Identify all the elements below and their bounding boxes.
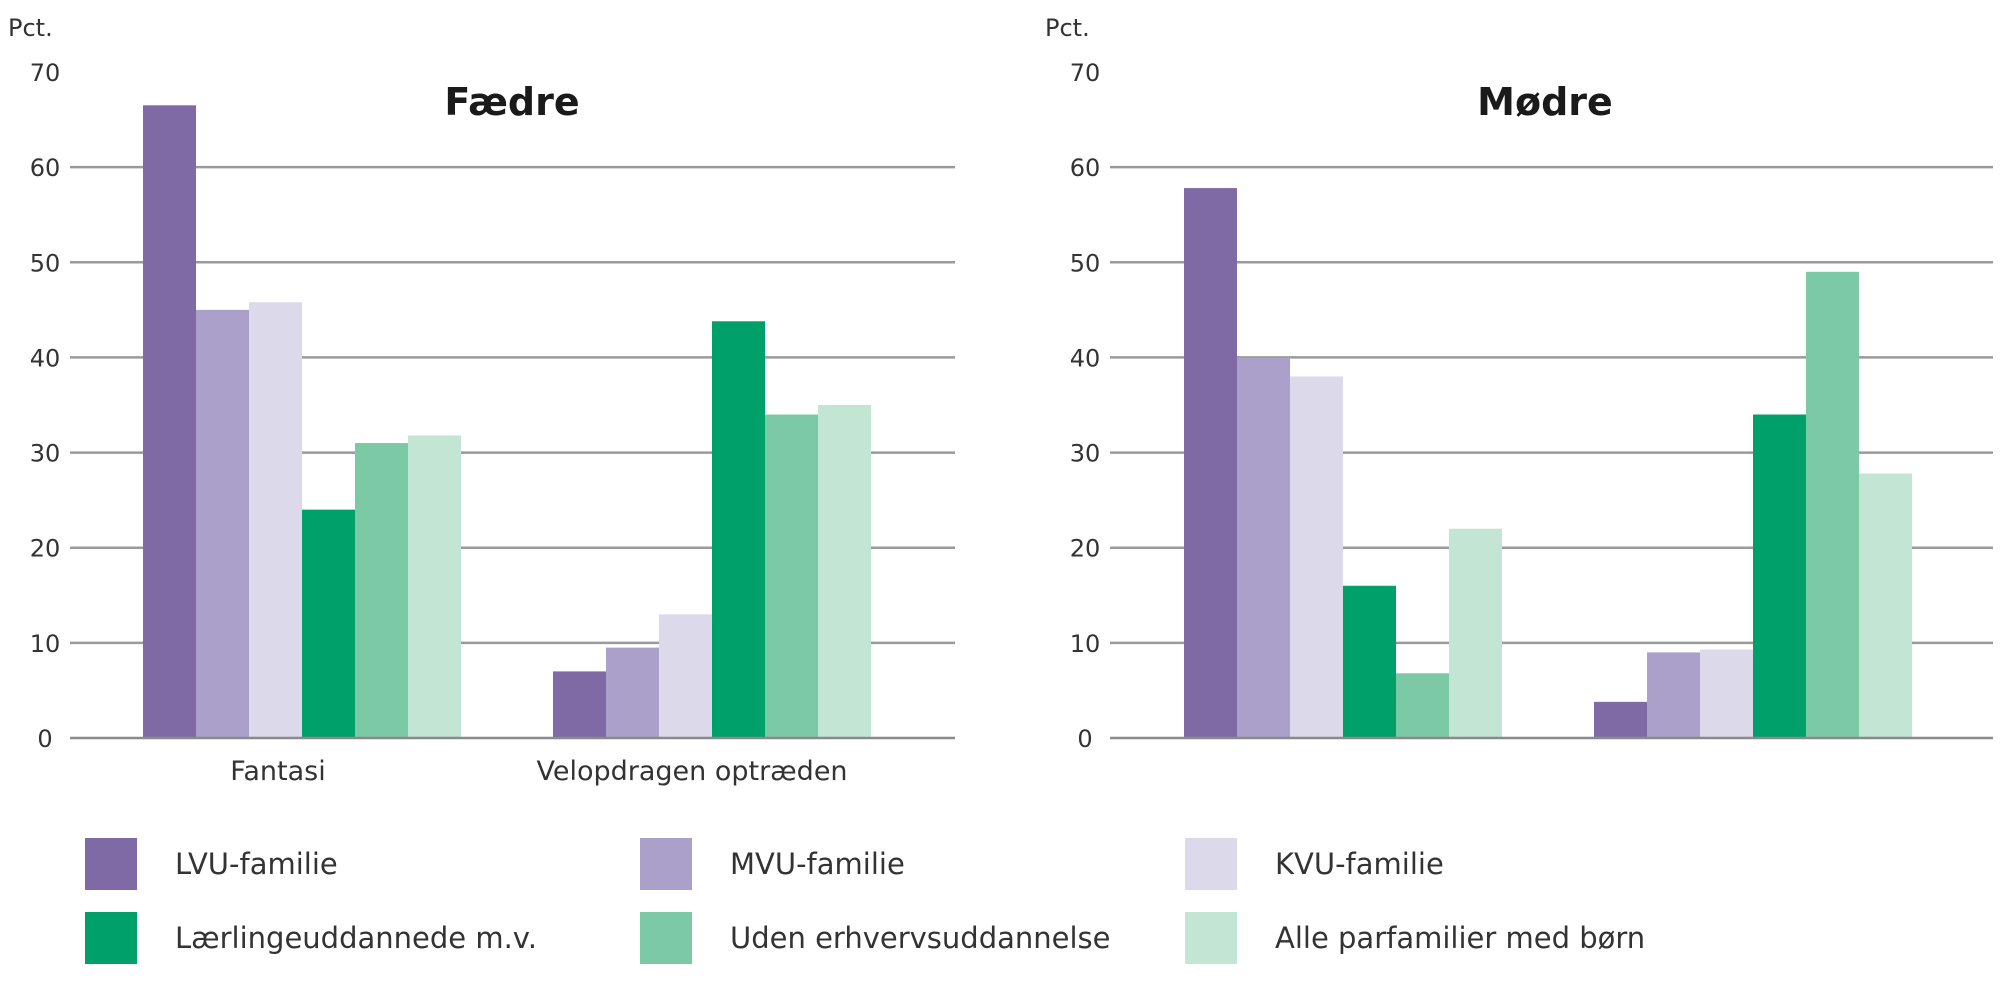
legend-label: MVU-familie bbox=[730, 847, 905, 881]
y-tick-label: 40 bbox=[1070, 344, 1101, 372]
bar-alle-0 bbox=[1449, 528, 1502, 738]
bar-kvu-1 bbox=[659, 614, 712, 738]
bar-alle-1 bbox=[1859, 473, 1912, 738]
bar-laer-1 bbox=[1753, 414, 1806, 738]
legend-item: MVU-familie bbox=[640, 838, 905, 890]
legend-swatch bbox=[85, 838, 137, 890]
bar-lvu-0 bbox=[143, 105, 196, 739]
bar-lvu-1 bbox=[553, 671, 606, 738]
bar-laer-1 bbox=[712, 321, 765, 738]
legend-swatch bbox=[640, 838, 692, 890]
y-tick-label: 60 bbox=[30, 154, 61, 182]
y-tick-label: 0 bbox=[1077, 725, 1092, 753]
legend-swatch bbox=[640, 912, 692, 964]
bar-alle-1 bbox=[818, 405, 871, 738]
chart-panels: Pct. 0 10 20 30 40 50 60 70 Fantasi Velopdragen op… bbox=[8, 14, 1993, 787]
y-tick-label: 70 bbox=[1070, 59, 1101, 87]
bar-mvu-1 bbox=[1647, 652, 1700, 738]
y-unit-label: Pct. bbox=[8, 14, 53, 42]
legend-swatch bbox=[1185, 838, 1237, 890]
legend: LVU-familie MVU-familie KVU-familie Lærling… bbox=[85, 838, 1645, 964]
bar-lvu-1 bbox=[1594, 701, 1647, 738]
bar-uden-0 bbox=[1396, 673, 1449, 738]
legend-label: KVU-familie bbox=[1275, 847, 1444, 881]
y-tick-label: 30 bbox=[1070, 440, 1101, 468]
bar-kvu-0 bbox=[249, 302, 302, 738]
bar-uden-1 bbox=[1806, 271, 1859, 738]
bar-mvu-0 bbox=[1237, 357, 1290, 738]
y-unit-label: Pct. bbox=[1045, 14, 1090, 42]
bar-laer-0 bbox=[302, 509, 355, 738]
chart-panel-0: Pct. 0 10 20 30 40 50 60 70 Fantasi Velopdragen op… bbox=[8, 14, 955, 787]
legend-swatch bbox=[1185, 912, 1237, 964]
x-category-label: Fantasi bbox=[230, 756, 325, 787]
legend-swatch bbox=[85, 912, 137, 964]
bar-mvu-1 bbox=[606, 647, 659, 738]
y-tick-label: 20 bbox=[1070, 535, 1101, 563]
y-tick-label: 70 bbox=[30, 59, 61, 87]
bar-kvu-0 bbox=[1290, 376, 1343, 738]
legend-label: LVU-familie bbox=[175, 847, 338, 881]
legend-item: Alle parfamilier med børn bbox=[1185, 912, 1645, 964]
legend-label: Alle parfamilier med børn bbox=[1275, 921, 1645, 955]
y-tick-label: 30 bbox=[30, 440, 61, 468]
y-tick-label: 0 bbox=[37, 725, 52, 753]
y-tick-label: 50 bbox=[30, 249, 61, 277]
bar-lvu-0 bbox=[1184, 188, 1237, 738]
chart-panel-1: Pct. 0 10 20 30 40 50 60 70 Mødre bbox=[1045, 14, 1993, 753]
y-tick-label: 20 bbox=[30, 535, 61, 563]
bar-mvu-0 bbox=[196, 309, 249, 738]
chart-title: Fædre bbox=[444, 80, 579, 124]
chart-title: Mødre bbox=[1477, 80, 1613, 124]
legend-item: KVU-familie bbox=[1185, 838, 1444, 890]
legend-item: Lærlingeuddannede m.v. bbox=[85, 912, 537, 964]
y-tick-label: 10 bbox=[30, 630, 61, 658]
bar-uden-0 bbox=[355, 443, 408, 738]
bar-laer-0 bbox=[1343, 585, 1396, 738]
y-tick-label: 40 bbox=[30, 344, 61, 372]
legend-label: Lærlingeuddannede m.v. bbox=[175, 921, 537, 955]
y-tick-label: 10 bbox=[1070, 630, 1101, 658]
bar-kvu-1 bbox=[1700, 649, 1753, 738]
y-tick-label: 60 bbox=[1070, 154, 1101, 182]
legend-label: Uden erhvervsuddannelse bbox=[730, 921, 1110, 955]
legend-item: LVU-familie bbox=[85, 838, 338, 890]
y-tick-label: 50 bbox=[1070, 249, 1101, 277]
x-category-label: Velopdragen optræden bbox=[536, 756, 847, 787]
bar-alle-0 bbox=[408, 435, 461, 738]
bar-uden-1 bbox=[765, 414, 818, 738]
legend-item: Uden erhvervsuddannelse bbox=[640, 912, 1110, 964]
